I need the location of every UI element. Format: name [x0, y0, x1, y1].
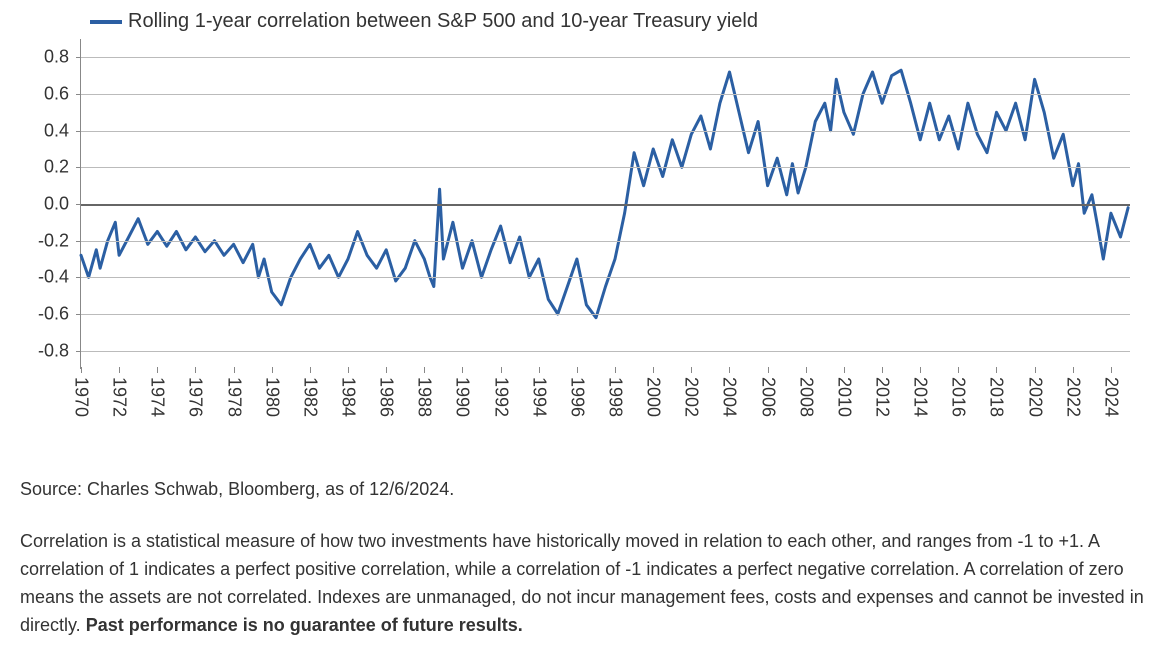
x-tick-mark: [653, 367, 654, 373]
x-tick-mark: [272, 367, 273, 373]
x-tick-label: 1986: [376, 377, 397, 417]
x-tick-label: 1996: [566, 377, 587, 417]
gridline: [81, 131, 1130, 132]
gridline: [81, 167, 1130, 168]
x-tick-mark: [81, 367, 82, 373]
gridline: [81, 351, 1130, 352]
x-tick-label: 2018: [986, 377, 1007, 417]
x-tick-label: 2014: [910, 377, 931, 417]
y-tick-label: 0.0: [44, 194, 69, 215]
correlation-line: [81, 70, 1128, 318]
x-tick-label: 2002: [681, 377, 702, 417]
x-tick-mark: [768, 367, 769, 373]
x-tick-mark: [615, 367, 616, 373]
x-tick-mark: [996, 367, 997, 373]
y-tick-label: 0.2: [44, 157, 69, 178]
y-tick-mark: [76, 167, 81, 168]
x-tick-mark: [462, 367, 463, 373]
x-tick-label: 1970: [71, 377, 92, 417]
x-tick-mark: [806, 367, 807, 373]
x-tick-mark: [691, 367, 692, 373]
y-tick-mark: [76, 204, 81, 205]
x-tick-label: 2006: [757, 377, 778, 417]
y-tick-mark: [76, 277, 81, 278]
x-tick-label: 2016: [948, 377, 969, 417]
x-tick-label: 1972: [109, 377, 130, 417]
y-tick-mark: [76, 57, 81, 58]
x-tick-mark: [386, 367, 387, 373]
zero-gridline: [81, 204, 1130, 206]
x-tick-label: 2008: [795, 377, 816, 417]
y-tick-label: -0.8: [38, 340, 69, 361]
x-tick-label: 2010: [833, 377, 854, 417]
gridline: [81, 277, 1130, 278]
x-tick-label: 2020: [1024, 377, 1045, 417]
x-tick-mark: [539, 367, 540, 373]
x-tick-label: 1974: [147, 377, 168, 417]
x-tick-label: 1978: [223, 377, 244, 417]
x-tick-label: 2000: [643, 377, 664, 417]
x-tick-label: 2004: [719, 377, 740, 417]
disclaimer-text: Correlation is a statistical measure of …: [20, 528, 1150, 640]
x-tick-mark: [234, 367, 235, 373]
x-tick-label: 1982: [299, 377, 320, 417]
x-tick-label: 2024: [1100, 377, 1121, 417]
y-tick-label: -0.4: [38, 267, 69, 288]
y-tick-mark: [76, 131, 81, 132]
y-axis: -0.8 -0.6 -0.4 -0.2 0.0 0.2 0.4 0.6 0.8: [20, 39, 75, 369]
x-tick-label: 2012: [872, 377, 893, 417]
legend-line-swatch: [90, 20, 122, 24]
x-tick-label: 2022: [1062, 377, 1083, 417]
x-tick-mark: [348, 367, 349, 373]
page: Rolling 1-year correlation between S&P 5…: [0, 0, 1170, 670]
y-tick-label: 0.8: [44, 47, 69, 68]
gridline: [81, 241, 1130, 242]
x-tick-label: 1990: [452, 377, 473, 417]
x-tick-label: 1998: [605, 377, 626, 417]
x-tick-label: 1992: [490, 377, 511, 417]
y-tick-mark: [76, 314, 81, 315]
x-tick-mark: [310, 367, 311, 373]
x-tick-mark: [157, 367, 158, 373]
x-tick-mark: [1073, 367, 1074, 373]
x-tick-mark: [958, 367, 959, 373]
legend-label: Rolling 1-year correlation between S&P 5…: [128, 10, 758, 33]
x-tick-label: 1980: [261, 377, 282, 417]
x-tick-label: 1988: [414, 377, 435, 417]
x-tick-mark: [920, 367, 921, 373]
y-tick-label: -0.6: [38, 304, 69, 325]
x-tick-mark: [501, 367, 502, 373]
plot-area: 1970197219741976197819801982198419861988…: [80, 39, 1130, 369]
gridline: [81, 314, 1130, 315]
disclaimer-bold: Past performance is no guarantee of futu…: [86, 615, 523, 635]
y-tick-mark: [76, 241, 81, 242]
x-tick-mark: [1035, 367, 1036, 373]
x-tick-mark: [844, 367, 845, 373]
y-tick-label: 0.4: [44, 120, 69, 141]
x-tick-mark: [577, 367, 578, 373]
x-tick-label: 1994: [528, 377, 549, 417]
x-tick-mark: [195, 367, 196, 373]
x-tick-mark: [729, 367, 730, 373]
x-tick-mark: [119, 367, 120, 373]
y-tick-mark: [76, 94, 81, 95]
y-tick-label: 0.6: [44, 84, 69, 105]
gridline: [81, 57, 1130, 58]
x-tick-label: 1976: [185, 377, 206, 417]
source-text: Source: Charles Schwab, Bloomberg, as of…: [20, 479, 1150, 500]
y-tick-mark: [76, 351, 81, 352]
gridline: [81, 94, 1130, 95]
x-tick-mark: [882, 367, 883, 373]
x-tick-mark: [424, 367, 425, 373]
y-tick-label: -0.2: [38, 230, 69, 251]
x-tick-label: 1984: [338, 377, 359, 417]
chart-legend: Rolling 1-year correlation between S&P 5…: [90, 10, 1150, 33]
x-tick-mark: [1111, 367, 1112, 373]
correlation-chart: -0.8 -0.6 -0.4 -0.2 0.0 0.2 0.4 0.6 0.8 19701972…: [20, 39, 1130, 369]
